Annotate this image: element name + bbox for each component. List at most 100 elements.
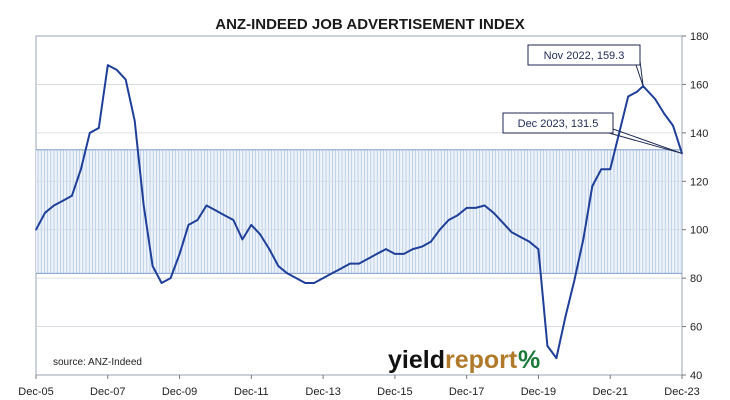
series-layer xyxy=(35,64,683,360)
series-point xyxy=(232,219,235,221)
series-point xyxy=(187,224,190,226)
series-point xyxy=(223,214,226,216)
annotation-leader xyxy=(639,60,644,87)
series-point xyxy=(322,277,324,279)
series-point xyxy=(178,253,181,255)
series-point xyxy=(609,168,612,170)
series-point xyxy=(537,248,540,250)
series-point xyxy=(600,168,603,170)
series-point xyxy=(331,272,333,275)
series-point xyxy=(546,345,549,347)
series-point xyxy=(340,267,342,270)
series-point xyxy=(241,238,244,241)
series-point xyxy=(618,132,620,134)
annotation-leader xyxy=(608,132,683,154)
series-point xyxy=(663,112,665,115)
series-point xyxy=(196,219,199,221)
y-tick-label: 40 xyxy=(690,370,702,382)
y-tick-label: 60 xyxy=(690,322,702,334)
brand-percent: % xyxy=(518,346,540,374)
svg-text:yieldreport: yieldreport xyxy=(388,346,518,374)
series-point xyxy=(98,127,100,129)
brand-report: report xyxy=(445,346,518,374)
series-point xyxy=(636,90,638,93)
series-point xyxy=(591,185,594,187)
shaded-band xyxy=(36,149,682,274)
series-point xyxy=(304,282,306,284)
series-point xyxy=(214,209,217,212)
series-point xyxy=(71,195,73,197)
series-point xyxy=(151,265,154,267)
series-point xyxy=(438,228,441,231)
series-point xyxy=(295,277,297,279)
series-point xyxy=(447,219,450,221)
annotation: Nov 2022, 159.3 xyxy=(527,44,644,87)
series-point xyxy=(349,262,351,265)
series-point xyxy=(394,253,396,255)
series-point xyxy=(555,357,558,359)
y-axis: 40 60 80 100 120 140 160 180 xyxy=(682,31,708,382)
annotations: Nov 2022, 159.3 Dec 2023, 131.5 xyxy=(502,44,683,154)
series-point xyxy=(62,199,64,202)
series-point xyxy=(627,95,629,98)
x-tick-label: Dec-15 xyxy=(377,386,412,398)
series-point xyxy=(483,204,486,207)
series-point xyxy=(277,265,280,267)
annotation: Dec 2023, 131.5 xyxy=(502,112,683,154)
series-point xyxy=(492,211,495,214)
series-point xyxy=(268,248,271,250)
series-point xyxy=(421,245,423,248)
series-point xyxy=(142,204,145,207)
series-point xyxy=(573,279,576,282)
series-point xyxy=(44,211,46,214)
series-point xyxy=(376,253,378,255)
series-point xyxy=(89,132,91,134)
series-point xyxy=(106,64,109,66)
series-point xyxy=(528,241,531,243)
x-tick-label: Dec-19 xyxy=(521,386,556,398)
y-tick-label: 80 xyxy=(690,273,702,285)
annotation-label: Nov 2022, 159.3 xyxy=(544,50,625,62)
series-point xyxy=(465,207,468,209)
annotation-leader xyxy=(635,64,644,87)
series-point xyxy=(35,228,37,231)
series-point xyxy=(412,248,414,250)
y-tick-label: 140 xyxy=(690,128,708,140)
series-point xyxy=(133,119,136,122)
x-tick-label: Dec-21 xyxy=(592,386,627,398)
series-point xyxy=(474,207,477,209)
annotation-leader xyxy=(612,128,683,154)
series-point xyxy=(286,272,289,275)
y-tick-label: 120 xyxy=(690,176,708,188)
series-point xyxy=(582,238,585,241)
series-point xyxy=(429,241,432,243)
x-tick-label: Dec-07 xyxy=(90,386,125,398)
annotation-box xyxy=(502,112,614,134)
series-point xyxy=(501,221,504,224)
series-point xyxy=(358,262,360,265)
series-point xyxy=(403,253,405,255)
series-point xyxy=(80,168,82,170)
x-tick-label: Dec-23 xyxy=(664,386,699,398)
annotation-label: Dec 2023, 131.5 xyxy=(518,118,599,130)
series-point xyxy=(259,233,262,236)
series-point xyxy=(205,204,208,207)
x-tick-label: Dec-17 xyxy=(449,386,484,398)
brand-logo: yieldreport % xyxy=(388,346,540,374)
series-point xyxy=(654,98,656,100)
series-point xyxy=(313,282,315,284)
series-point xyxy=(519,236,522,238)
series-point xyxy=(124,78,127,81)
annotation-box xyxy=(527,44,641,66)
series-point xyxy=(564,316,567,318)
x-tick-label: Dec-05 xyxy=(18,386,53,398)
x-tick-label: Dec-09 xyxy=(162,386,197,398)
x-tick-label: Dec-13 xyxy=(305,386,340,398)
y-tick-label: 100 xyxy=(690,225,708,237)
chart-title: ANZ-INDEED JOB ADVERTISEMENT INDEX xyxy=(215,16,524,33)
series-point xyxy=(367,257,369,260)
series-point xyxy=(385,248,387,250)
series-point xyxy=(53,204,55,207)
series-point xyxy=(169,277,172,279)
